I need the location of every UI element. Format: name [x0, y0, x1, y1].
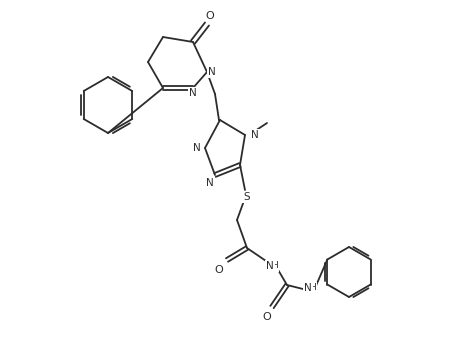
Text: N: N	[193, 143, 201, 153]
Text: S: S	[244, 192, 250, 202]
Text: N: N	[208, 67, 216, 77]
Text: O: O	[215, 265, 223, 275]
Text: N: N	[189, 88, 197, 98]
Text: N: N	[251, 130, 259, 140]
Text: H: H	[271, 262, 277, 270]
Text: N: N	[206, 178, 214, 188]
Text: O: O	[263, 312, 271, 322]
Text: H: H	[308, 284, 315, 292]
Text: N: N	[266, 261, 274, 271]
Text: O: O	[206, 11, 214, 21]
Text: N: N	[304, 283, 312, 293]
